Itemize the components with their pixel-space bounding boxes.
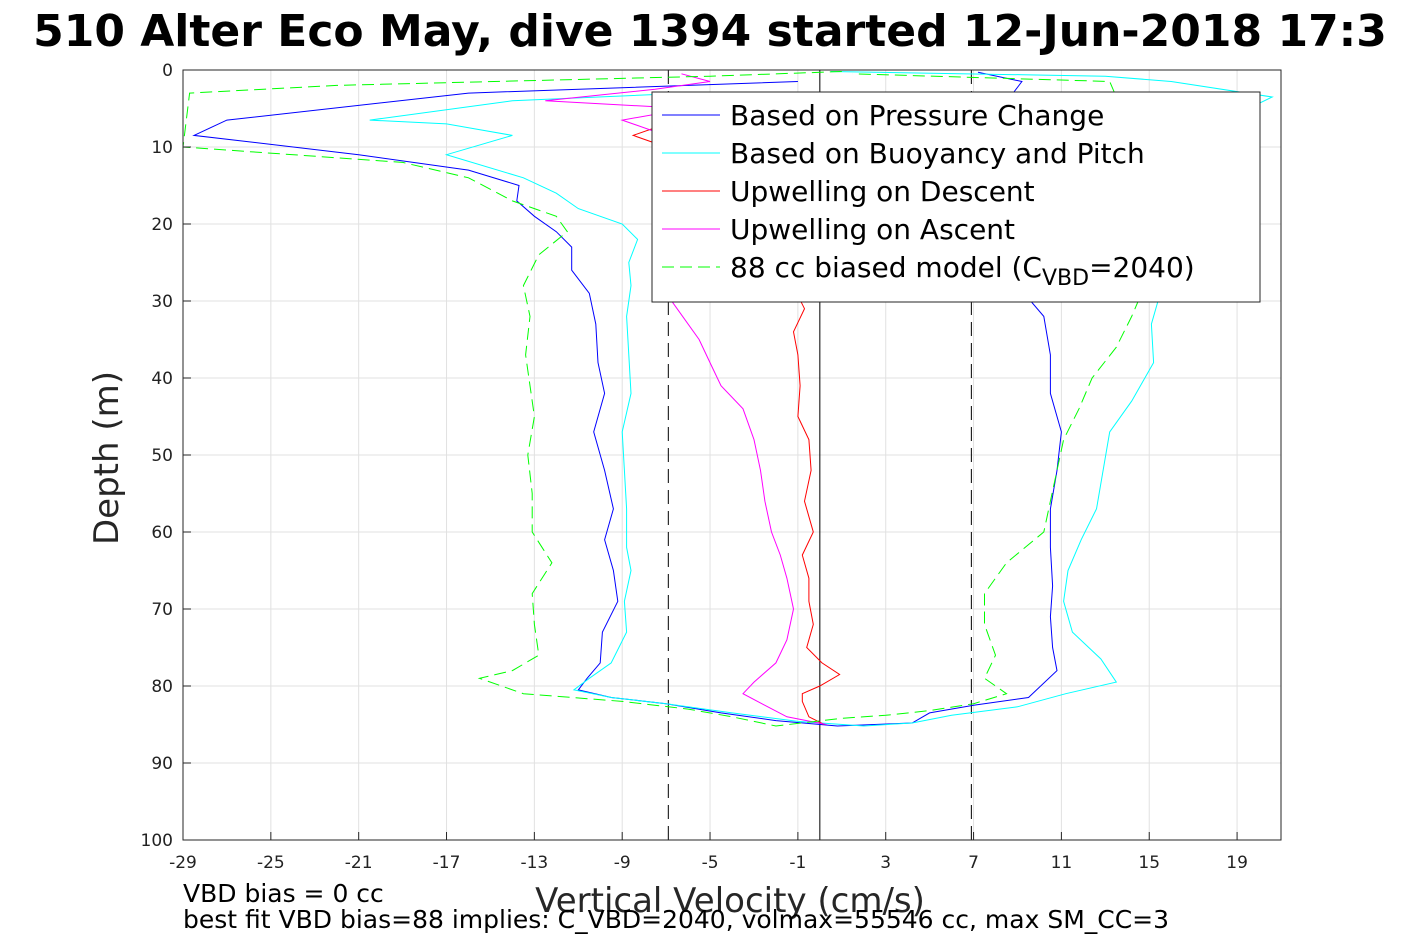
series-group xyxy=(182,71,1274,727)
x-tick-label: -9 xyxy=(614,853,631,873)
x-tick-label: -1 xyxy=(789,853,806,873)
y-tick-label: 40 xyxy=(151,369,173,389)
best-fit-note: best fit VBD bias=88 implies: C_VBD=2040… xyxy=(183,905,1169,934)
y-tick-label: 20 xyxy=(151,215,173,235)
y-axis-label: Depth (m) xyxy=(87,371,127,545)
chart-title: 510 Alter Eco May, dive 1394 started 12-… xyxy=(33,6,1387,57)
x-tick-label: 7 xyxy=(968,853,979,873)
legend-label-buoyancy: Based on Buoyancy and Pitch xyxy=(730,137,1145,170)
y-tick-labels: 0 10 20 30 40 50 60 70 80 90 100 xyxy=(141,61,191,851)
x-tick-label: -29 xyxy=(169,853,197,873)
x-tick-label: 19 xyxy=(1226,853,1248,873)
x-tick-label: -21 xyxy=(345,853,373,873)
y-tick-label: 80 xyxy=(151,677,173,697)
y-tick-label: 100 xyxy=(141,831,173,851)
vbd-bias-note: VBD bias = 0 cc xyxy=(183,879,384,908)
y-tick-label: 50 xyxy=(151,446,173,466)
x-tick-labels: -29 -25 -21 -17 -13 -9 -5 -1 3 7 11 15 19 xyxy=(169,832,1248,873)
y-tick-label: 90 xyxy=(151,754,173,774)
legend-label-pressure: Based on Pressure Change xyxy=(730,99,1104,132)
y-tick-label: 10 xyxy=(151,138,173,158)
x-tick-label: -17 xyxy=(433,853,461,873)
x-tick-label: -13 xyxy=(520,853,548,873)
legend: Based on Pressure Change Based on Buoyanc… xyxy=(651,91,1261,303)
y-tick-label: 0 xyxy=(162,61,173,81)
x-tick-label: 11 xyxy=(1051,853,1073,873)
y-tick-label: 70 xyxy=(151,600,173,620)
legend-label-upwelling_ascent: Upwelling on Ascent xyxy=(730,213,1015,246)
x-axis-label: Vertical Velocity (cm/s) xyxy=(535,881,925,921)
y-tick-label: 60 xyxy=(151,523,173,543)
x-tick-label: 15 xyxy=(1138,853,1160,873)
x-tick-label: -25 xyxy=(257,853,285,873)
series-line-buoyancy xyxy=(369,71,1274,727)
x-tick-label: 3 xyxy=(880,853,891,873)
x-tick-label: -5 xyxy=(702,853,719,873)
series-line-upwelling_ascent xyxy=(545,73,827,725)
legend-label-upwelling_descent: Upwelling on Descent xyxy=(730,175,1035,208)
legend-box xyxy=(651,91,1261,303)
y-tick-label: 30 xyxy=(151,292,173,312)
series-line-model xyxy=(182,71,1183,727)
